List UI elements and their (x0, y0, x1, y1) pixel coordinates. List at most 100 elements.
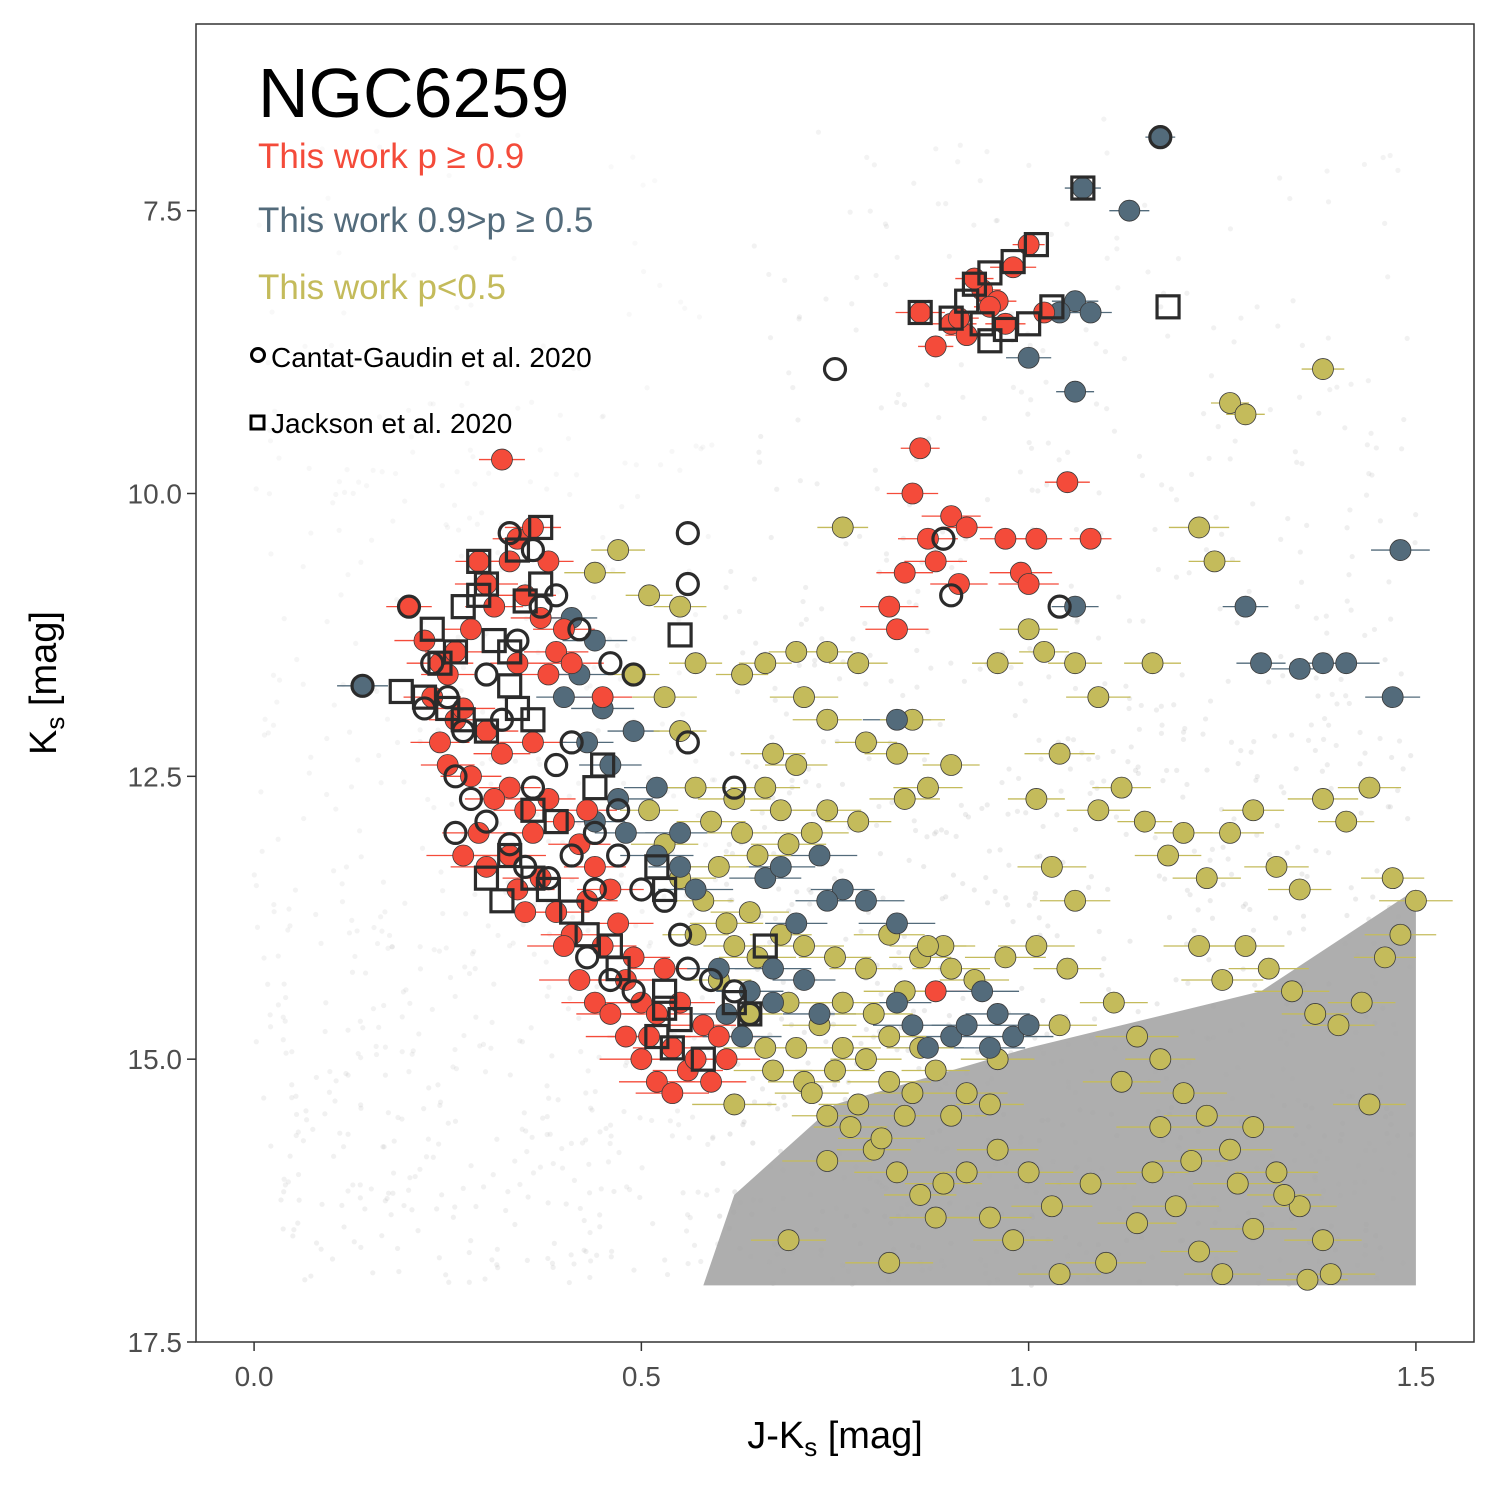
field-star (1277, 1257, 1283, 1263)
field-star (320, 219, 326, 225)
field-star (1348, 885, 1354, 891)
field-star (1112, 1045, 1118, 1051)
field-star (1126, 705, 1132, 712)
point-high (576, 799, 599, 822)
field-star (1363, 1147, 1369, 1154)
field-star (878, 405, 884, 411)
point-low (1164, 1195, 1187, 1218)
field-star (857, 533, 863, 539)
field-star (494, 1136, 500, 1142)
field-star (466, 970, 473, 977)
field-star (469, 951, 476, 957)
field-star (989, 1076, 995, 1082)
field-star (1040, 348, 1046, 354)
cantat-gaudin-marker (559, 843, 584, 868)
field-star (1093, 341, 1099, 347)
field-star (1074, 1164, 1080, 1170)
field-star (1163, 767, 1170, 774)
field-star (521, 1110, 527, 1116)
point-mid (599, 754, 622, 776)
field-star (624, 1059, 630, 1065)
field-star (1328, 1223, 1334, 1229)
field-star (818, 1247, 824, 1253)
field-star (637, 1194, 643, 1201)
field-star (687, 1215, 693, 1221)
field-star (676, 1122, 682, 1128)
point-low (1288, 1195, 1311, 1218)
field-star (611, 1188, 617, 1195)
field-star (1142, 202, 1148, 208)
field-star (452, 993, 458, 1000)
field-star (270, 672, 277, 678)
field-star (751, 243, 757, 249)
field-star (1083, 327, 1089, 333)
field-star (528, 1025, 534, 1031)
field-star (437, 1102, 443, 1109)
field-star (374, 688, 380, 694)
field-star (981, 415, 987, 421)
field-star (486, 470, 492, 476)
field-star (1108, 1111, 1115, 1117)
field-star (1319, 768, 1325, 774)
field-star (1352, 896, 1359, 902)
point-mid (769, 855, 792, 878)
field-star (1311, 1174, 1318, 1180)
point-high (653, 957, 676, 980)
field-star (1044, 482, 1050, 488)
field-star (888, 678, 894, 684)
point-low (917, 935, 939, 957)
field-star (1294, 459, 1300, 465)
field-star (352, 953, 358, 960)
field-star (1211, 325, 1217, 331)
field-star (1207, 698, 1214, 704)
field-star (333, 806, 339, 812)
field-star (505, 1189, 511, 1195)
field-star (770, 795, 776, 801)
field-star (1177, 1135, 1184, 1141)
field-star (977, 178, 983, 184)
field-star (607, 1140, 613, 1147)
field-star (867, 652, 873, 658)
field-star (293, 1111, 300, 1118)
field-star (1388, 616, 1394, 622)
field-star (851, 1222, 858, 1229)
field-star (883, 223, 890, 229)
field-star (313, 1074, 319, 1081)
field-star (581, 1247, 587, 1253)
field-star (596, 1054, 602, 1060)
field-star (1242, 901, 1249, 907)
point-high (707, 1025, 730, 1048)
field-star (877, 851, 884, 857)
point-low (793, 686, 815, 709)
field-star (709, 777, 716, 783)
field-star (1160, 1138, 1166, 1144)
field-star (696, 314, 703, 320)
field-star (1058, 1058, 1065, 1064)
field-star (915, 588, 921, 594)
field-star (544, 1083, 550, 1089)
cantat-gaudin-marker (722, 775, 747, 800)
point-mid (1071, 177, 1094, 199)
field-star (488, 1045, 494, 1051)
point-low (707, 855, 730, 878)
field-star (780, 1167, 786, 1173)
point-low (1389, 923, 1412, 946)
field-star (911, 180, 917, 186)
field-star (434, 1206, 440, 1212)
field-star (466, 515, 473, 521)
field-star (775, 1106, 781, 1112)
field-star (482, 1069, 489, 1075)
field-star (1012, 712, 1018, 719)
point-high (1017, 573, 1040, 595)
field-star (599, 414, 605, 420)
field-star (1325, 199, 1332, 205)
field-star (858, 1040, 864, 1047)
field-star (1315, 693, 1321, 699)
field-star (1278, 784, 1284, 790)
field-star (494, 1246, 500, 1252)
field-star (409, 1207, 415, 1213)
field-star (753, 640, 759, 646)
field-star (425, 1136, 431, 1142)
field-star (842, 1096, 848, 1102)
field-star (1013, 1184, 1020, 1190)
